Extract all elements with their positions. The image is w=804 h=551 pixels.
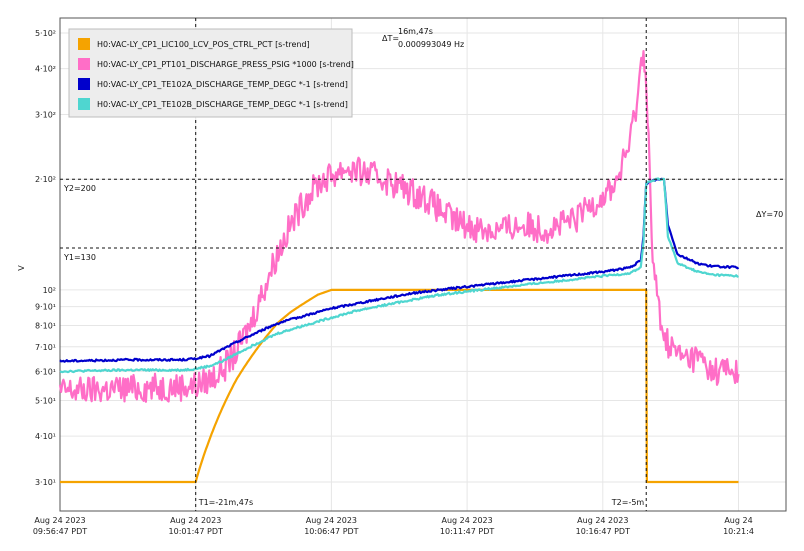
series-line-3 — [59, 177, 740, 363]
x-axis-ticks: Aug 24 2023 09:56:47 PDT Aug 24 2023 10:01:… — [33, 516, 754, 536]
plot-area-border — [59, 17, 787, 512]
cursor-y1-label: Y1=130 — [63, 253, 96, 262]
cursor-t1-label: T1=-21m,47s — [198, 498, 253, 507]
delta-t-frequency: 0.000993049 Hz — [398, 40, 464, 49]
legend-swatch — [78, 58, 90, 70]
legend-label: H0:VAC-LY_CP1_LIC100_LCV_POS_CTRL_PCT [s… — [97, 40, 310, 49]
legend: H0:VAC-LY_CP1_LIC100_LCV_POS_CTRL_PCT [s… — [68, 28, 354, 118]
y-tick-label: 4·10² — [35, 65, 56, 74]
delta-t-label: ΔT= — [382, 34, 399, 43]
x-tick-date: Aug 24 2023 — [306, 516, 357, 525]
y-axis-ticks: 3·10¹ 4·10¹ 5·10¹ 6·10¹ 7·10¹ 8·10¹ 9·10¹ 10² 2·… — [35, 29, 56, 487]
x-tick-date: Aug 24 2023 — [577, 516, 628, 525]
cursor-layer: T1=-21m,47s T2=-5m Y1=130 Y2=200 — [60, 18, 786, 511]
x-tick-date: Aug 24 — [724, 516, 752, 525]
legend-box — [68, 28, 353, 118]
y-tick-label: 7·10¹ — [35, 343, 56, 352]
y-tick-label: 2·10² — [35, 175, 56, 184]
legend-swatch — [78, 38, 90, 50]
x-tick-time: 09:56:47 PDT — [33, 527, 87, 536]
series-line-4 — [59, 177, 739, 374]
x-tick-time: 10:21:4 — [723, 527, 754, 536]
x-tick-time: 10:16:47 PDT — [576, 527, 630, 536]
x-tick-date: Aug 24 2023 — [170, 516, 221, 525]
y-tick-label: 3·10¹ — [35, 478, 56, 487]
cursor-t2-label: T2=-5m — [611, 498, 645, 507]
series-layer — [58, 49, 740, 484]
plot-frame — [59, 17, 787, 512]
x-tick-date: Aug 24 2023 — [441, 516, 492, 525]
legend-label: H0:VAC-LY_CP1_PT101_DISCHARGE_PRESS_PSIG… — [97, 60, 354, 69]
delta-t-value: 16m,47s — [398, 27, 433, 36]
cursor-y2-label: Y2=200 — [63, 184, 96, 193]
legend-label: H0:VAC-LY_CP1_TE102B_DISCHARGE_TEMP_DEGC… — [97, 100, 348, 109]
legend-swatch — [78, 98, 90, 110]
y-tick-label: 5·10² — [35, 29, 56, 38]
y-tick-label: 6·10¹ — [35, 367, 56, 376]
x-tick-date: Aug 24 2023 — [34, 516, 85, 525]
x-tick-time: 10:01:47 PDT — [169, 527, 223, 536]
x-tick-time: 10:11:47 PDT — [440, 527, 494, 536]
y-tick-label: 10² — [43, 286, 56, 295]
y-tick-label: 5·10¹ — [35, 396, 56, 405]
series-line-1 — [59, 288, 739, 484]
y-axis-label: V — [17, 265, 26, 271]
y-tick-label: 8·10¹ — [35, 321, 56, 330]
legend-label: H0:VAC-LY_CP1_TE102A_DISCHARGE_TEMP_DEGC… — [97, 80, 348, 89]
series-line-2 — [58, 49, 740, 403]
x-tick-time: 10:06:47 PDT — [304, 527, 358, 536]
y-tick-label: 9·10¹ — [35, 303, 56, 312]
y-tick-label: 3·10² — [35, 111, 56, 120]
legend-swatch — [78, 78, 90, 90]
delta-y-label: ΔY=70 — [756, 210, 783, 219]
y-tick-label: 4·10¹ — [35, 432, 56, 441]
